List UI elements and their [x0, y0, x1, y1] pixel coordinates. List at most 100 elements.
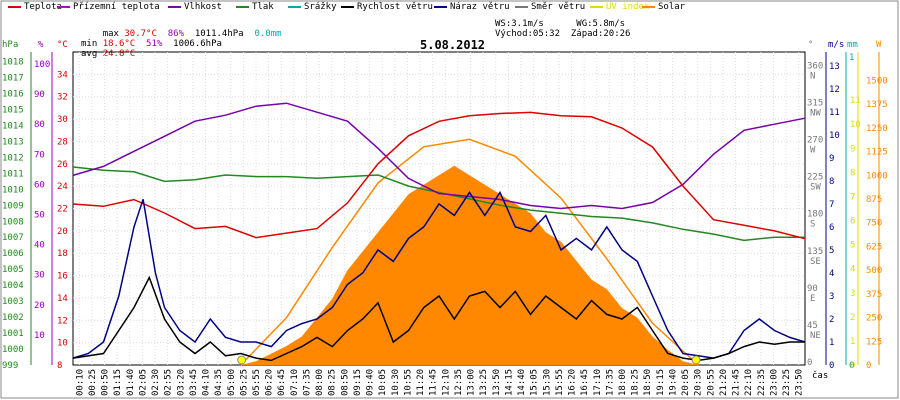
time-label: 16:45 — [580, 369, 590, 396]
w-tick: 125 — [866, 337, 882, 347]
legend-label: Solar — [658, 2, 686, 12]
humidity-line — [72, 102, 806, 210]
uv-tick: 5 — [850, 241, 855, 251]
time-label: 00:25 — [88, 369, 98, 396]
x-axis-label: čas — [812, 370, 828, 381]
legend-item: Vlhkost — [168, 2, 222, 12]
time-label: 11:20 — [416, 369, 426, 396]
time-label: 22:10 — [744, 369, 754, 396]
time-label: 15:55 — [555, 369, 565, 396]
time-label: 07:35 — [302, 369, 312, 396]
wind-gust-line — [72, 190, 806, 359]
pct-tick: 90 — [34, 90, 45, 100]
dir-cardinal: NW — [810, 109, 821, 119]
time-label: 09:15 — [353, 369, 363, 396]
legend-swatch — [57, 6, 70, 8]
solar-area — [240, 165, 699, 365]
legend-swatch — [8, 6, 21, 8]
uv-tick: 3 — [850, 289, 855, 299]
hpa-tick: 1016 — [2, 90, 24, 100]
w-tick: 1000 — [866, 171, 888, 181]
time-label: 04:35 — [214, 369, 224, 396]
time-label: 03:20 — [176, 369, 186, 396]
ms-tick: 1 — [829, 338, 834, 348]
legend-label: Srážky — [304, 2, 337, 12]
ms-tick: 3 — [829, 292, 834, 302]
dir-tick: 0 — [807, 358, 812, 368]
time-label: 05:55 — [252, 369, 262, 396]
time-label: 20:30 — [694, 369, 704, 396]
pct-tick: 10 — [34, 331, 45, 341]
dir-cardinal: SE — [810, 257, 821, 267]
uv-tick: 1 — [850, 337, 855, 347]
stats-max-press: 1011.4hPa — [194, 29, 244, 39]
stats-min-label: min — [81, 39, 98, 49]
w-tick: 875 — [866, 195, 882, 205]
uv-tick: 7 — [850, 192, 855, 202]
ms-tick: 13 — [829, 62, 840, 72]
stats-block: max 30.7°C 86% 1011.4hPa 0.0mm min 18.6°… — [81, 19, 282, 59]
legend-swatch — [288, 6, 301, 8]
w-tick: 250 — [866, 314, 882, 324]
time-label: 21:45 — [732, 369, 742, 396]
time-label: 13:00 — [467, 369, 477, 396]
legend-item: Tlak — [236, 2, 274, 12]
time-label: 20:05 — [681, 369, 691, 396]
dir-tick: 225 — [807, 173, 823, 183]
time-label: 13:25 — [479, 369, 489, 396]
dir-cardinal: W — [810, 146, 816, 156]
ms-tick: 7 — [829, 200, 834, 210]
time-label: 20:55 — [706, 369, 716, 396]
hpa-tick: 1010 — [2, 185, 24, 195]
degc-unit: °C — [57, 40, 68, 50]
dir-tick: 45 — [807, 321, 818, 331]
pct-tick: 20 — [34, 301, 45, 311]
uv-tick: 10 — [850, 120, 861, 130]
hpa-tick: 1014 — [2, 121, 24, 131]
time-label: 01:40 — [126, 369, 136, 396]
legend-label: Tlak — [252, 2, 274, 12]
stats-min-temp: 18.6°C — [102, 39, 136, 49]
ms-tick: 11 — [829, 108, 840, 118]
sunset: Západ:20:26 — [570, 29, 631, 39]
dir-cardinal: NE — [810, 331, 821, 341]
time-label: 06:45 — [277, 369, 287, 396]
degc-tick: 18 — [57, 249, 68, 259]
time-label: 10:55 — [403, 369, 413, 396]
stats-max-hum: 86% — [167, 29, 184, 39]
stats-max-label: max — [102, 29, 119, 39]
time-label: 17:10 — [593, 369, 603, 396]
uv-tick: 8 — [850, 168, 855, 178]
hpa-tick: 1015 — [2, 105, 24, 115]
pct-tick: 50 — [34, 211, 45, 221]
pct-tick: 30 — [34, 271, 45, 281]
time-label: 17:35 — [605, 369, 615, 396]
wind-sun-block: WS:3.1m/s WG:5.8m/s Východ:05:32 Západ:2… — [495, 19, 630, 39]
w-tick: 1250 — [866, 124, 888, 134]
w-tick: 0 — [866, 361, 871, 371]
w-tick: 500 — [866, 266, 882, 276]
dir-cardinal: SW — [810, 183, 821, 193]
time-label: 07:10 — [290, 369, 300, 396]
degc-tick: 8 — [57, 361, 62, 371]
time-label: 18:25 — [631, 369, 641, 396]
time-label: 10:05 — [378, 369, 388, 396]
ms-tick: 0 — [829, 361, 834, 371]
time-label: 14:40 — [517, 369, 527, 396]
legend-swatch — [434, 6, 447, 8]
sun-marker — [237, 355, 247, 365]
dir-tick: 270 — [807, 136, 823, 146]
chart-title: 5.08.2012 — [420, 38, 486, 52]
stats-min-hum: 51% — [146, 39, 163, 49]
hpa-tick: 1009 — [2, 201, 24, 211]
ms-tick: 12 — [829, 85, 840, 95]
time-label: 23:50 — [795, 369, 805, 396]
uv-tick: 6 — [850, 217, 855, 227]
hpa-tick: 1018 — [2, 58, 24, 68]
hpa-tick: 1012 — [2, 153, 24, 163]
w-unit: W — [876, 40, 882, 50]
uv-tick: 2 — [850, 313, 855, 323]
legend-label: Teplota — [24, 2, 62, 12]
